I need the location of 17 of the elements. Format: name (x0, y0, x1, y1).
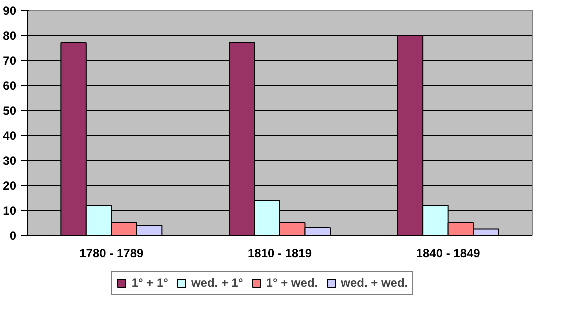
y-tick-label: 40 (3, 129, 17, 143)
y-tick-label: 60 (3, 79, 17, 93)
legend-label: wed. + 1° (191, 276, 244, 290)
legend-label: 1° + 1° (132, 276, 168, 290)
x-tick-label: 1780 - 1789 (80, 246, 144, 260)
x-tick-label: 1840 - 1849 (416, 246, 481, 260)
y-tick-label: 50 (3, 104, 17, 118)
y-tick-label: 10 (3, 204, 17, 218)
y-tick-label: 70 (3, 54, 17, 68)
legend-label: 1° + wed. (266, 276, 318, 290)
y-tick-label: 30 (3, 154, 17, 168)
y-tick-label: 80 (3, 29, 17, 43)
x-tick-label: 1810 - 1819 (248, 246, 312, 260)
y-tick-label: 90 (3, 4, 17, 18)
legend-label: wed. + wed. (341, 276, 408, 290)
y-tick-label: 20 (3, 179, 17, 193)
y-tick-label: 0 (10, 229, 17, 243)
